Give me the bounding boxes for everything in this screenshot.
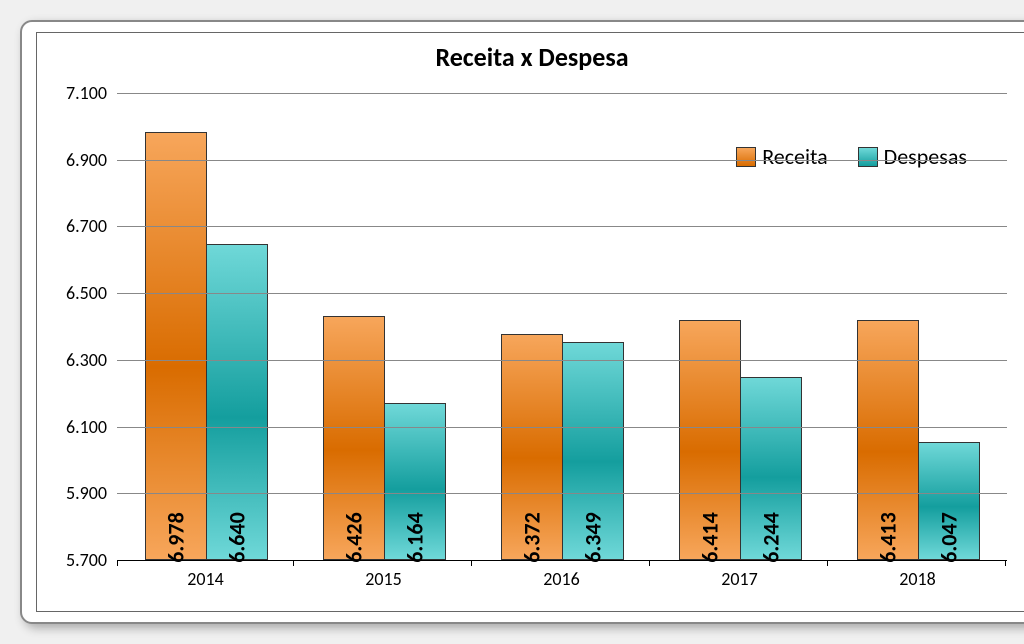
gridline xyxy=(117,360,1007,361)
bar-value-label: 6.372 xyxy=(519,512,546,562)
chart-title: Receita x Despesa xyxy=(37,41,1024,73)
bar-value-label: 6.978 xyxy=(163,512,190,562)
gridline xyxy=(117,427,1007,428)
bar-groups: 6.9786.64020146.4266.16420156.3726.34920… xyxy=(117,93,1007,560)
x-tick xyxy=(827,560,828,566)
bar-value-label: 6.244 xyxy=(757,512,784,562)
bar: 6.349 xyxy=(562,342,624,560)
bar: 6.426 xyxy=(323,316,385,560)
chart-inner: Receita x Despesa ReceitaDespesas 6.9786… xyxy=(36,32,1024,612)
bar-value-label: 6.426 xyxy=(341,512,368,562)
gridline xyxy=(117,160,1007,161)
bar: 6.640 xyxy=(206,244,268,560)
x-tick-label: 2016 xyxy=(473,568,650,590)
bar: 6.047 xyxy=(918,442,980,560)
y-tick-label: 5.900 xyxy=(57,482,107,504)
bar: 6.372 xyxy=(501,334,563,560)
bar-value-label: 6.413 xyxy=(875,512,902,562)
y-tick-label: 6.100 xyxy=(57,416,107,438)
x-tick xyxy=(649,560,650,566)
gridline xyxy=(117,93,1007,94)
bar-value-label: 6.164 xyxy=(401,512,428,562)
x-tick-label: 2017 xyxy=(651,568,828,590)
y-tick-label: 6.300 xyxy=(57,349,107,371)
bar-group: 6.4146.2442017 xyxy=(651,93,829,560)
x-tick xyxy=(293,560,294,566)
gridline xyxy=(117,226,1007,227)
bar-value-label: 6.349 xyxy=(579,512,606,562)
x-tick xyxy=(471,560,472,566)
gridline xyxy=(117,293,1007,294)
bar-value-label: 6.640 xyxy=(223,512,250,562)
y-tick-label: 6.500 xyxy=(57,282,107,304)
x-tick xyxy=(117,560,118,566)
plot-area: 6.9786.64020146.4266.16420156.3726.34920… xyxy=(117,93,1007,561)
x-tick-label: 2018 xyxy=(829,568,1006,590)
y-tick-label: 7.100 xyxy=(57,82,107,104)
x-tick-label: 2015 xyxy=(295,568,472,590)
bar-value-label: 6.414 xyxy=(697,512,724,562)
y-tick-label: 5.700 xyxy=(57,549,107,571)
bar-group: 6.3726.3492016 xyxy=(473,93,651,560)
y-tick-label: 6.900 xyxy=(57,149,107,171)
x-tick xyxy=(1005,560,1006,566)
bar-value-label: 6.047 xyxy=(935,512,962,562)
gridline xyxy=(117,493,1007,494)
bar-group: 6.4266.1642015 xyxy=(295,93,473,560)
y-tick-label: 6.700 xyxy=(57,215,107,237)
bar-group: 6.9786.6402014 xyxy=(117,93,295,560)
chart-card: Receita x Despesa ReceitaDespesas 6.9786… xyxy=(20,20,1024,624)
x-tick-label: 2014 xyxy=(117,568,294,590)
bar: 6.978 xyxy=(145,132,207,560)
bar: 6.414 xyxy=(679,320,741,560)
bar: 6.413 xyxy=(857,320,919,560)
bar: 6.244 xyxy=(740,377,802,560)
bar-group: 6.4136.0472018 xyxy=(829,93,1007,560)
